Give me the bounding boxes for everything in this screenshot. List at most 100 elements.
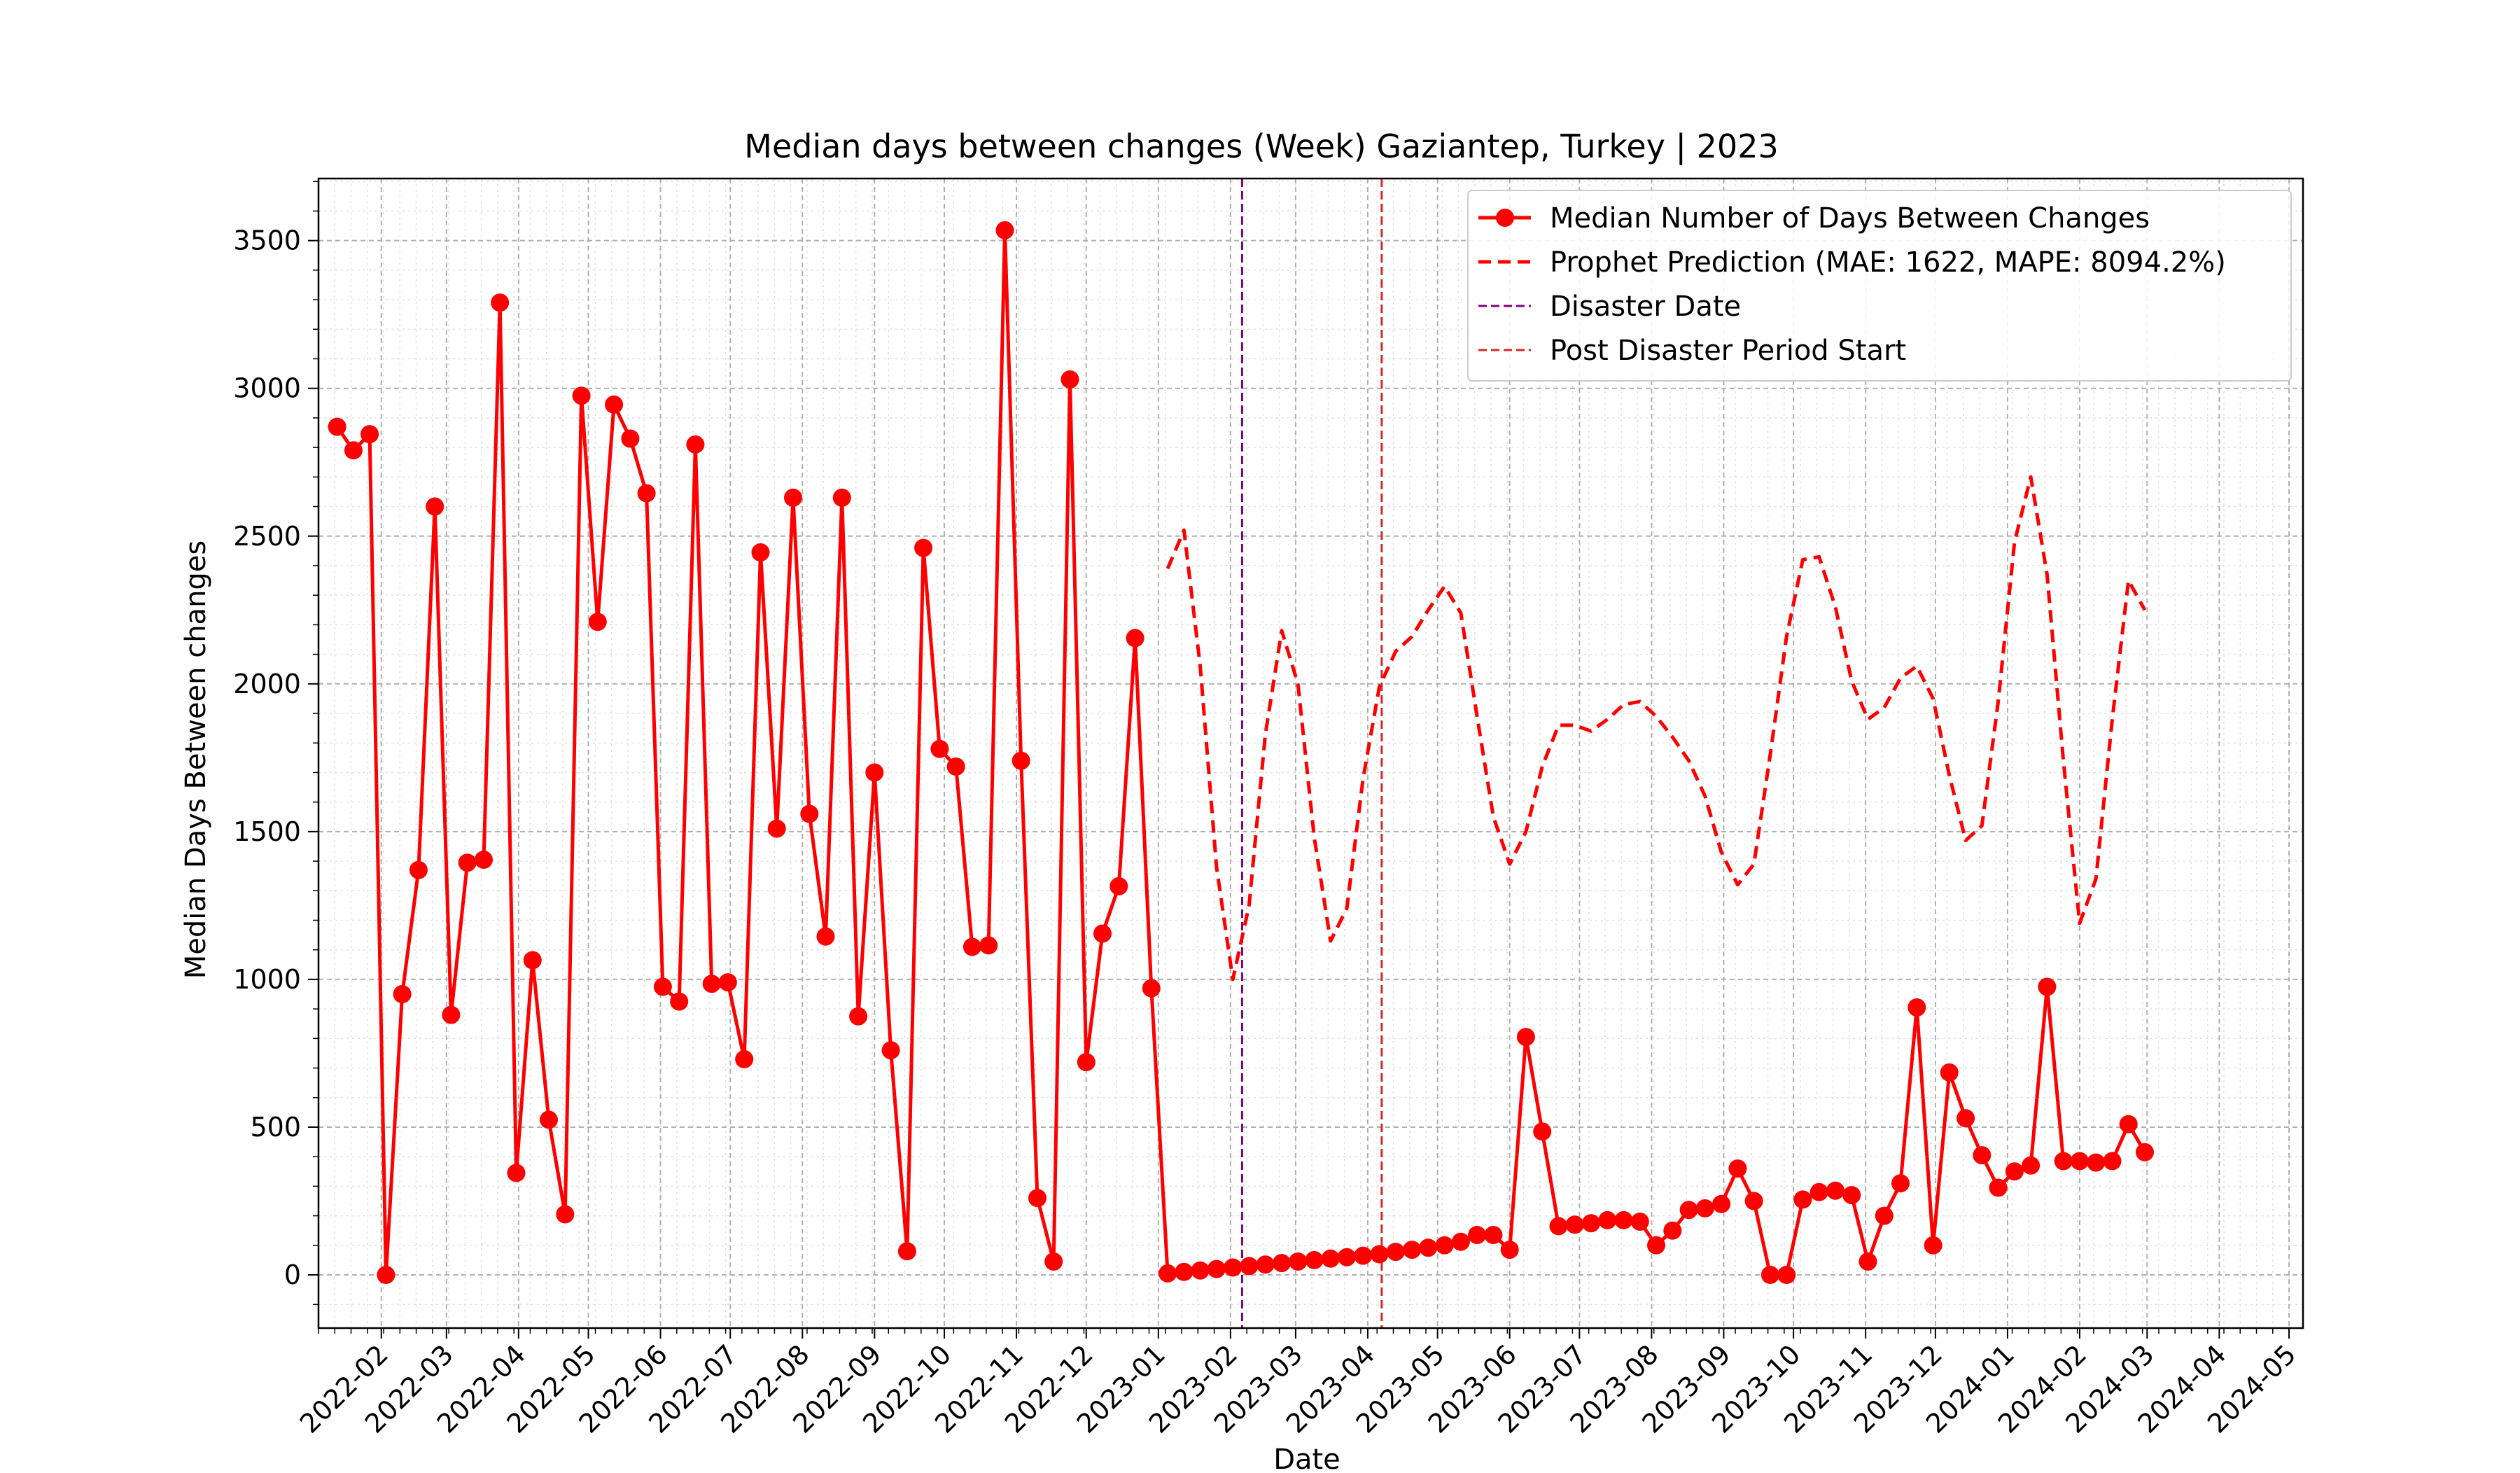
data-point [686,435,705,454]
data-point [2103,1152,2122,1171]
data-point [1858,1252,1877,1271]
data-point [1614,1210,1633,1229]
data-point [1338,1248,1356,1266]
data-point [2136,1143,2154,1161]
data-point [1191,1261,1210,1280]
data-point [1419,1238,1438,1257]
data-point [2038,977,2057,996]
y-tick-label: 2000 [233,669,301,699]
data-point [718,973,737,992]
data-point [2119,1115,2138,1133]
data-point [621,429,640,448]
data-point [360,425,379,444]
data-point [1712,1194,1731,1213]
y-tick-label: 3500 [233,225,301,256]
data-point [1663,1221,1682,1240]
data-point [1875,1206,1893,1225]
data-point [1126,629,1144,648]
data-point [1760,1266,1779,1284]
y-tick-label: 500 [250,1112,301,1143]
grid [318,179,2303,1328]
data-point [1989,1178,2008,1197]
data-point [1175,1262,1194,1281]
legend-box [1467,190,2292,382]
data-point [784,488,802,507]
data-point [653,977,672,996]
data-point [1321,1249,1340,1268]
data-point [1777,1266,1796,1284]
data-point [1386,1243,1405,1262]
data-point [800,804,819,823]
data-point [1256,1255,1275,1274]
data-point [1728,1159,1747,1178]
data-point [702,975,721,993]
data-point [1582,1214,1600,1233]
data-point [1516,1028,1535,1047]
data-point [1924,1236,1942,1255]
data-point [2022,1156,2040,1175]
data-point [1630,1213,1649,1231]
data-point [2070,1152,2089,1171]
data-point [946,758,965,776]
data-point [1451,1232,1470,1251]
data-point [962,937,981,956]
data-point [1370,1245,1389,1264]
data-point [1744,1192,1763,1210]
data-point [1647,1236,1665,1255]
plot-frame [317,177,2304,1329]
data-point [995,221,1014,239]
data-point [881,1041,900,1060]
data-point [328,417,346,436]
y-tick-label: 1500 [233,816,301,847]
data-point [1695,1199,1714,1217]
data-point [1940,1063,1959,1082]
legend-label: Post Disaster Period Start [1550,335,1906,367]
data-point [816,927,835,946]
legend: Median Number of Days Between Changes Pro… [1467,190,2292,382]
data-point [735,1049,754,1068]
data-point [637,484,656,503]
data-point [1240,1257,1259,1276]
y-tick-label: 2500 [233,521,301,552]
data-point [540,1110,558,1129]
data-point [1273,1254,1291,1273]
legend-label: Prophet Prediction (MAE: 1622, MAPE: 809… [1550,246,2226,279]
reference-lines [1240,179,1383,1328]
data-point [1891,1174,1910,1193]
data-point [491,293,510,312]
data-point [1907,998,1926,1017]
data-point [751,543,770,561]
data-point [1842,1186,1861,1205]
data-point [1224,1258,1242,1277]
data-point [556,1205,575,1224]
data-point [1468,1226,1487,1244]
data-point [1793,1190,1812,1209]
data-point [1060,370,1079,389]
data-point [1809,1182,1828,1201]
legend-marker [1496,209,1514,227]
data-point [1549,1217,1568,1236]
actual-line [335,228,2147,1277]
data-point [2087,1153,2106,1172]
chart-title: Median days between changes (Week) Gazia… [744,127,1778,166]
data-point [1956,1109,1975,1128]
data-point [344,441,363,460]
data-point [605,395,624,414]
data-point [1354,1246,1373,1265]
data-point [1110,877,1128,895]
y-tick-label: 3000 [233,373,301,404]
data-point [442,1005,461,1024]
legend-label: Disaster Date [1550,291,1741,323]
data-point [1826,1181,1844,1200]
data-point [523,951,542,970]
x-axis-label: Date [1273,1444,1340,1470]
y-tick-label: 0 [284,1259,301,1290]
y-axis-label: Median Days Between changes [180,540,212,979]
data-point [930,739,949,758]
data-point [507,1164,526,1182]
prediction-line [1166,475,2147,982]
data-point [1435,1236,1454,1255]
data-point [1565,1215,1584,1234]
data-point [1598,1210,1617,1229]
